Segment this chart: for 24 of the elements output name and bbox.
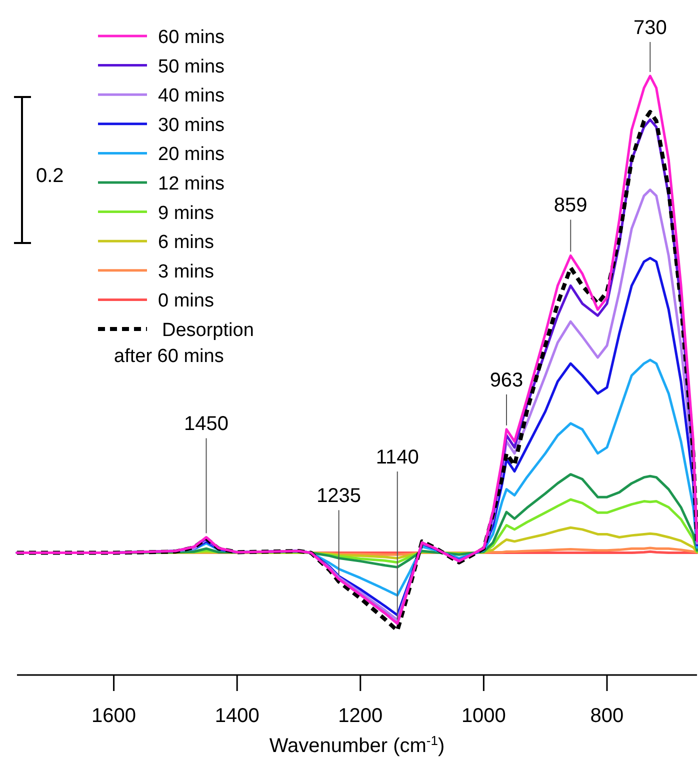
legend-label: 20 mins: [158, 144, 225, 166]
legend-label: Desorption after 60 mins: [114, 320, 254, 367]
annotation: 859: [554, 194, 588, 217]
legend-label: 6 mins: [158, 232, 214, 254]
annotation: 730: [633, 17, 667, 39]
annotation: 0.2: [36, 165, 64, 187]
annotation: 1450: [184, 413, 229, 436]
legend-label: 0 mins: [158, 290, 214, 312]
x-axis-title: Wavenumber (cm$^{-1}$): [269, 732, 445, 757]
annotation: 963: [490, 369, 524, 392]
x-tick-label: 800: [590, 705, 624, 727]
legend-label: 60 mins: [158, 27, 225, 48]
legend-label: 40 mins: [158, 86, 225, 107]
legend-label: 50 mins: [158, 56, 225, 78]
legend-label: 3 mins: [158, 261, 214, 282]
x-tick-label: 1600: [92, 705, 136, 727]
legend-label: 12 mins: [158, 174, 225, 194]
annotation: 1235: [316, 485, 362, 508]
legend-label: 30 mins: [158, 114, 225, 136]
x-tick-label: 1200: [338, 705, 383, 727]
annotation: 1140: [376, 446, 419, 468]
legend-label: 9 mins: [158, 202, 214, 224]
x-tick-label: 1000: [461, 705, 506, 727]
x-tick-label: 1400: [214, 705, 260, 727]
